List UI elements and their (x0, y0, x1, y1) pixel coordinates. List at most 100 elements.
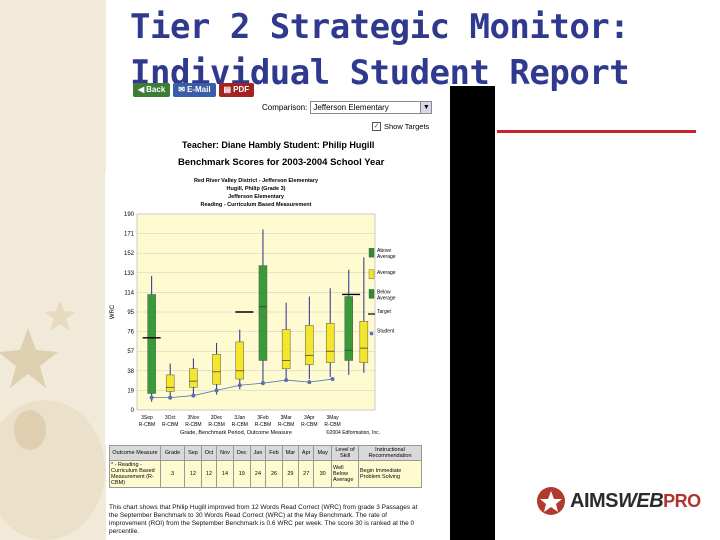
red-divider (497, 130, 696, 133)
table-cell: 14 (216, 460, 234, 488)
student-point (284, 378, 289, 383)
arrow-left-icon: ◀ (138, 85, 145, 94)
chart-header-line: Red River Valley District - Jefferson El… (194, 178, 319, 184)
student-point (307, 380, 312, 385)
x-tick-label: 3Feb (257, 415, 269, 421)
report-toolbar: ◀ Back ✉ E-Mail ▤ PDF (133, 83, 255, 97)
y-tick-label: 133 (124, 271, 135, 277)
x-tick-label: 3Sep (141, 415, 153, 421)
student-point (191, 393, 196, 398)
y-tick-label: 76 (127, 330, 134, 336)
chart-header-line: Reading - Curriculum Based Measurement (201, 202, 312, 208)
table-header-cell: Instructional Recommendation (358, 445, 422, 461)
decorative-sidebar (0, 0, 106, 540)
x-tick-label: R-CBM (301, 422, 317, 428)
summary-text: This chart shows that Philip Hugill impr… (109, 504, 422, 538)
y-tick-label: 114 (124, 290, 134, 296)
table-cell: 19 (232, 460, 251, 488)
x-tick-label: R-CBM (162, 422, 178, 428)
star-decoration-icon (0, 300, 105, 540)
x-tick-label: 3Mar (280, 415, 292, 421)
table-header-cell: Dec (232, 445, 251, 461)
envelope-icon: ✉ (178, 85, 185, 94)
student-point (168, 395, 173, 400)
table-header-cell: Nov (216, 445, 234, 461)
y-tick-label: 57 (127, 349, 134, 355)
pdf-button[interactable]: ▤ PDF (218, 83, 255, 97)
legend-label: Target (377, 309, 392, 315)
slide-title-line1: Tier 2 Strategic Monitor: (130, 7, 630, 47)
student-point (149, 395, 154, 400)
comparison-label: Comparison: (262, 103, 308, 112)
box-body (189, 368, 198, 388)
aimsweb-pro-logo: AIMSWEBPRO (536, 486, 701, 516)
box-body (305, 325, 314, 365)
y-tick-label: 152 (124, 251, 135, 257)
brand-name-bold: AIMS (570, 489, 619, 512)
benchmark-chart-svg: Red River Valley District - Jefferson El… (105, 172, 423, 444)
table-cell: Well Below Average (331, 460, 359, 488)
x-tick-label: 3Apr (304, 415, 315, 421)
comparison-selected-value: Jefferson Elementary (313, 103, 389, 112)
x-tick-label: R-CBM (139, 422, 155, 428)
x-tick-label: R-CBM (185, 422, 201, 428)
brand-suffix: PRO (663, 490, 701, 511)
student-point (260, 381, 265, 386)
y-tick-label: 19 (127, 388, 134, 394)
x-tick-label: 3Dec (211, 415, 223, 421)
table-header-cell: Grade (159, 445, 186, 461)
box-body (258, 265, 268, 361)
table-header-cell: Level of Skill (331, 445, 359, 461)
y-tick-label: 190 (124, 212, 135, 218)
show-targets-checkbox[interactable]: ✓ (372, 122, 381, 131)
table-header-cell: Jan (249, 445, 267, 461)
box-body (147, 294, 156, 394)
x-tick-label: 3Jan (234, 415, 245, 421)
legend-label: Student (377, 329, 395, 335)
y-tick-label: 171 (124, 232, 135, 238)
outcome-table: Outcome Measure Grade Sep Oct Nov Dec Jan Feb Ma… (109, 445, 422, 488)
comparison-control: Comparison: Jefferson Elementary ▼ (262, 101, 433, 114)
legend-swatch (369, 331, 374, 336)
student-point (237, 383, 242, 388)
back-button[interactable]: ◀ Back (133, 83, 171, 97)
table-header-cell: Sep (184, 445, 202, 461)
y-tick-label: 0 (131, 408, 135, 414)
x-tick-label: R-CBM (255, 422, 271, 428)
table-row: * - Reading - Curriculum Based Measureme… (109, 460, 422, 488)
benchmark-chart: Red River Valley District - Jefferson El… (105, 172, 423, 444)
comparison-select[interactable]: Jefferson Elementary ▼ (310, 101, 433, 114)
x-tick-label: 3Nov (188, 415, 200, 421)
outcome-table-header: Outcome Measure Grade Sep Oct Nov Dec Jan Feb Ma… (109, 445, 422, 461)
table-cell: 30 (313, 460, 332, 488)
table-cell: 12 (184, 460, 202, 488)
chart-header-line: Jefferson Elementary (228, 194, 285, 200)
show-targets-control: ✓ Show Targets (372, 122, 429, 131)
box-body (325, 323, 335, 363)
table-header-cell: Apr (298, 445, 315, 461)
table-cell: 29 (281, 460, 300, 488)
y-tick-label: 38 (127, 369, 134, 375)
legend-swatch (368, 247, 375, 258)
table-cell: * - Reading - Curriculum Based Measureme… (109, 460, 161, 488)
table-header-cell: May (313, 445, 332, 461)
table-header-cell: Mar (281, 445, 300, 461)
box-body (344, 296, 354, 361)
table-cell: 24 (249, 460, 267, 488)
x-tick-label: R-CBM (208, 422, 224, 428)
brand-name-italic: WEB (618, 489, 664, 512)
box-body (359, 321, 369, 363)
legend-label: Below (377, 289, 391, 295)
box-body (212, 354, 221, 385)
email-button[interactable]: ✉ E-Mail (173, 83, 216, 97)
table-header-cell: Oct (200, 445, 218, 461)
box-body (165, 374, 175, 392)
aimsweb-logo-icon (537, 487, 565, 515)
chevron-down-icon[interactable]: ▼ (420, 102, 432, 113)
x-tick-label: 3May (326, 415, 339, 421)
black-panel (450, 86, 495, 540)
y-axis-label: WRC (110, 304, 116, 319)
legend-label: Average (377, 295, 396, 301)
chart-header-line: Hugill, Philip (Grade 3) (227, 186, 286, 192)
table-cell: 26 (265, 460, 283, 488)
